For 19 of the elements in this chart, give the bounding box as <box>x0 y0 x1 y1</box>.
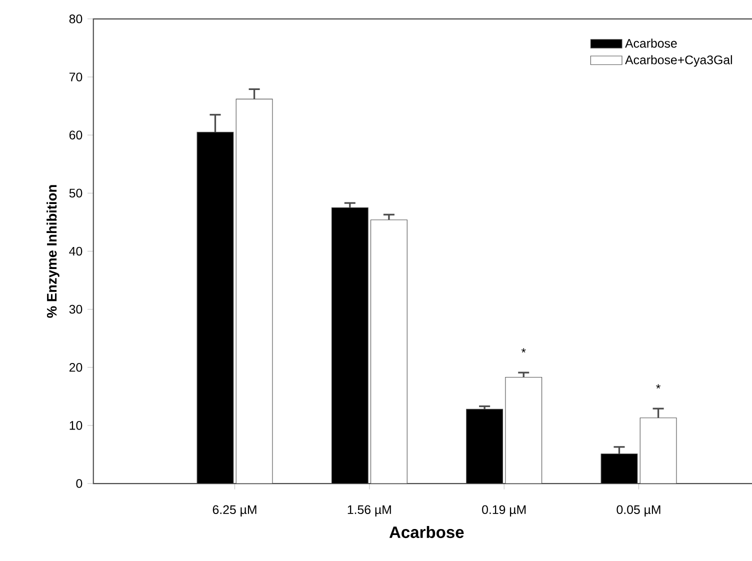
x-tick-label: 6.25 µM <box>212 505 256 516</box>
x-tick-label: 0.19 µM <box>482 505 526 516</box>
y-tick-label: 70 <box>69 72 82 82</box>
x-axis-title: Acarbose <box>389 526 464 538</box>
annotation: * <box>521 348 526 352</box>
y-tick-label: 60 <box>69 130 82 140</box>
annotation: * <box>656 384 660 388</box>
y-tick-label: 20 <box>69 362 82 372</box>
y-tick-label: 30 <box>69 304 82 314</box>
legend-label: Acarbose+Cya3Gal <box>625 55 732 67</box>
x-tick-label: 0.05 µM <box>616 505 660 516</box>
y-tick-label: 80 <box>69 14 82 24</box>
y-tick-label: 40 <box>69 246 82 256</box>
y-tick-label: 0 <box>76 479 82 488</box>
y-tick-label: 50 <box>69 188 82 198</box>
x-tick-label: 1.56 µM <box>348 505 391 516</box>
y-axis-title: % Enzyme Inhibition <box>46 185 60 318</box>
y-tick-label: 10 <box>70 420 82 430</box>
legend-label: Acarbose <box>625 38 677 48</box>
